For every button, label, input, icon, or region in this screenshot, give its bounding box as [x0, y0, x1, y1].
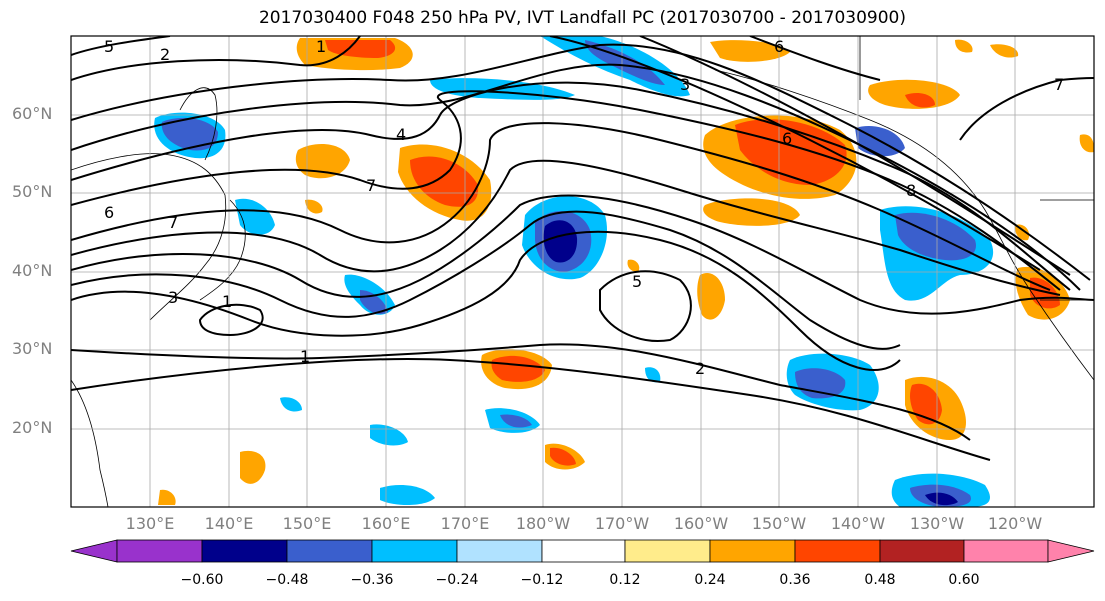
- map-frame: [70, 35, 1095, 508]
- lon-label: 130°W: [909, 514, 965, 533]
- colorbar-tick-label: 0.24: [694, 572, 726, 588]
- colorbar-tick-label: 0.60: [948, 572, 980, 588]
- neg-anomaly-japan: [235, 198, 275, 235]
- colorbar-segment: [963, 539, 1049, 563]
- contour-label: 7: [1054, 75, 1064, 94]
- lat-label: 40°N: [12, 261, 53, 280]
- colorbar-segment: [709, 539, 796, 563]
- colorbar-tick-label: 0.12: [609, 572, 641, 588]
- colorbar-segment: [116, 539, 203, 563]
- map-title: 2017030400 F048 250 hPa PV, IVT Landfall…: [258, 8, 906, 28]
- contour-label: 8: [906, 181, 916, 200]
- lon-label: 150°E: [282, 514, 332, 533]
- colorbar-segment: [201, 539, 288, 563]
- colorbar-tick-label: −0.60: [180, 572, 224, 588]
- colorbar-tick-label: −0.36: [350, 572, 394, 588]
- colorbar-segment: [541, 539, 626, 563]
- colorbar-segment: [879, 539, 965, 563]
- colorbar-segment: [456, 539, 543, 563]
- lat-label: 50°N: [12, 182, 53, 201]
- colorbar-tick-label: −0.48: [265, 572, 309, 588]
- lon-label: 170°W: [594, 514, 650, 533]
- colorbar-segment: [286, 539, 373, 563]
- pv-anomaly-shading: [154, 36, 1094, 507]
- contour-label: 4: [396, 125, 406, 144]
- lat-label: 30°N: [12, 339, 53, 358]
- coastlines: [71, 36, 1094, 507]
- contour-label: 1: [222, 292, 232, 311]
- contour-label: 1: [316, 37, 326, 56]
- colorbar: [70, 539, 1095, 563]
- colorbar-extend-high: [1047, 539, 1095, 563]
- lon-label: 180°W: [515, 514, 571, 533]
- neg-anomaly-dateline-peak: [543, 220, 578, 263]
- contour-label: 1: [300, 347, 310, 366]
- colorbar-segment: [371, 539, 458, 563]
- lat-label: 20°N: [12, 418, 53, 437]
- lon-label: 150°W: [751, 514, 807, 533]
- lon-label: 160°E: [361, 514, 411, 533]
- lon-label: 140°W: [830, 514, 886, 533]
- contour-label: 6: [782, 129, 792, 148]
- lon-label: 140°E: [204, 514, 254, 533]
- colorbar-tick-label: 0.36: [779, 572, 811, 588]
- pos-anomaly-central-pacific: [703, 198, 800, 226]
- contour-label: 6: [774, 37, 784, 56]
- contour-label: 3: [680, 75, 690, 94]
- contour-label: 5: [632, 272, 642, 291]
- colorbar-tick-label: −0.24: [435, 572, 479, 588]
- contour-label: 7: [366, 176, 376, 195]
- pv-contours: [71, 36, 1094, 461]
- contour-label: 2: [695, 359, 705, 378]
- colorbar-tick-label: 0.48: [864, 572, 896, 588]
- colorbar-segment: [794, 539, 881, 563]
- contour-labels: 1 1 1 2 2 3 3 4 5 5 6 6 6 7 7 7 8: [104, 37, 1064, 378]
- lon-label: 130°E: [125, 514, 175, 533]
- contour-label: 2: [160, 45, 170, 64]
- contour-label: 7: [168, 213, 178, 232]
- colorbar-segment: [624, 539, 711, 563]
- gridlines: [71, 36, 1094, 507]
- contour-label: 6: [104, 203, 114, 222]
- lon-label: 120°W: [987, 514, 1043, 533]
- contour-label: 3: [168, 288, 178, 307]
- colorbar-tick-label: −0.12: [520, 572, 564, 588]
- colorbar-extend-low: [70, 539, 118, 563]
- lon-label: 160°W: [673, 514, 729, 533]
- lat-label: 60°N: [12, 104, 53, 123]
- contour-label: 5: [104, 37, 114, 56]
- lon-label: 170°E: [440, 514, 490, 533]
